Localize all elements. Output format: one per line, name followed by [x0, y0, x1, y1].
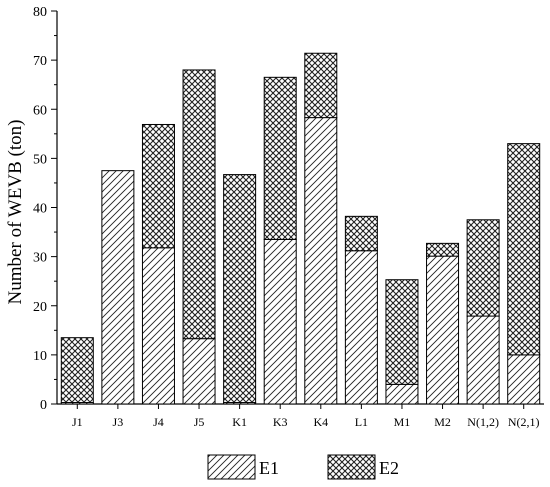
bar-e1-m2: [426, 255, 460, 405]
y-tick-label: 10: [33, 349, 47, 364]
x-tick-label: M1: [394, 415, 411, 429]
bar-e2-m2: [426, 242, 460, 257]
bar-e2-n12: [466, 219, 500, 317]
y-tick-label: 40: [33, 202, 47, 217]
x-tick-label: J4: [153, 415, 164, 429]
bar-e1-l1: [344, 250, 378, 405]
x-tick-label: J3: [113, 415, 124, 429]
bar-e2-n21: [507, 143, 541, 356]
legend-label-e2: E2: [379, 458, 399, 478]
y-tick-label: 20: [33, 300, 47, 315]
x-tick-label: J1: [72, 415, 83, 429]
legend-label-e1: E1: [259, 458, 279, 478]
bar-e1-n12: [466, 315, 500, 405]
y-axis-title: Number of WEVB (ton): [5, 120, 26, 305]
x-tick-label: N(1,2): [467, 415, 499, 429]
bar-e2-j1: [60, 337, 94, 404]
bar-e2-j5: [182, 69, 216, 340]
legend-swatch-e2: [327, 454, 376, 480]
bar-e1-m1: [385, 383, 419, 405]
bars: [60, 52, 541, 405]
y-tick-label: 30: [33, 251, 47, 266]
x-tick-label: J5: [194, 415, 205, 429]
bar-e2-k3: [263, 76, 297, 240]
x-tick-label: K3: [273, 415, 288, 429]
bar-e2-l1: [344, 215, 378, 252]
bar-e1-k4: [304, 117, 338, 405]
bar-e2-k4: [304, 52, 338, 119]
y-tick-label: 60: [33, 103, 47, 118]
y-tick-label: 80: [33, 5, 47, 20]
x-tick-label: M2: [434, 415, 451, 429]
x-axis-ticks: J1 J3 J4 J5 K1 K3 K4 L1 M1 M2 N(1,2) N(2,1): [72, 404, 540, 429]
x-tick-label: L1: [355, 415, 368, 429]
y-tick-label: 50: [33, 152, 47, 167]
legend: E1 E2: [207, 454, 399, 480]
bar-e1-j5: [182, 338, 216, 405]
x-tick-label: K1: [232, 415, 247, 429]
legend-swatch-e1: [207, 454, 256, 480]
bar-e2-k1: [223, 174, 257, 404]
bar-e1-k3: [263, 238, 297, 405]
bar-e1-j3: [101, 170, 135, 405]
y-axis-ticks: 0 10 20 30 40 50 60 70 80: [33, 5, 57, 413]
bar-e2-j4: [141, 123, 175, 249]
x-tick-label: N(2,1): [508, 415, 540, 429]
x-tick-label: K4: [313, 415, 328, 429]
y-tick-label: 70: [33, 54, 47, 69]
bar-e2-m1: [385, 279, 419, 385]
bar-e1-n21: [507, 354, 541, 405]
bar-e1-j4: [141, 247, 175, 405]
y-tick-label: 0: [40, 398, 47, 413]
